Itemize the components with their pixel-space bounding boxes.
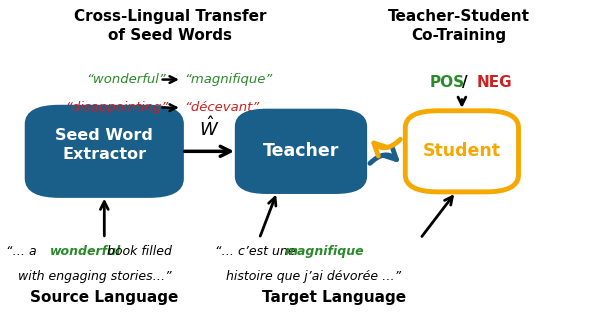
FancyBboxPatch shape	[405, 111, 519, 192]
Text: Source Language: Source Language	[30, 290, 178, 305]
Text: Target Language: Target Language	[262, 290, 406, 305]
Text: book filled: book filled	[103, 245, 172, 258]
Text: Teacher-Student
Co-Training: Teacher-Student Co-Training	[388, 9, 530, 43]
Text: /: /	[462, 75, 468, 90]
Text: “wonderful”: “wonderful”	[86, 73, 166, 86]
Text: Student: Student	[423, 142, 501, 160]
Text: “… c’est une: “… c’est une	[215, 245, 299, 258]
Text: NEG: NEG	[477, 75, 513, 90]
Text: $\hat{W}$: $\hat{W}$	[199, 116, 219, 140]
Text: “magnifique”: “magnifique”	[185, 73, 273, 86]
FancyBboxPatch shape	[27, 107, 182, 196]
Text: histoire que j’ai dévorée …”: histoire que j’ai dévorée …”	[226, 270, 402, 283]
Text: Cross-Lingual Transfer
of Seed Words: Cross-Lingual Transfer of Seed Words	[74, 9, 266, 43]
Text: wonderful: wonderful	[49, 245, 121, 258]
Text: “disappointing”: “disappointing”	[66, 101, 169, 114]
Text: with engaging stories…”: with engaging stories…”	[18, 270, 172, 283]
FancyBboxPatch shape	[237, 111, 365, 192]
Text: Seed Word
Extractor: Seed Word Extractor	[55, 128, 153, 162]
Text: POS: POS	[430, 75, 464, 90]
Text: magnifique: magnifique	[285, 245, 365, 258]
Text: Teacher: Teacher	[263, 142, 339, 160]
Text: “décevant”: “décevant”	[185, 101, 260, 114]
Text: “… a: “… a	[6, 245, 41, 258]
